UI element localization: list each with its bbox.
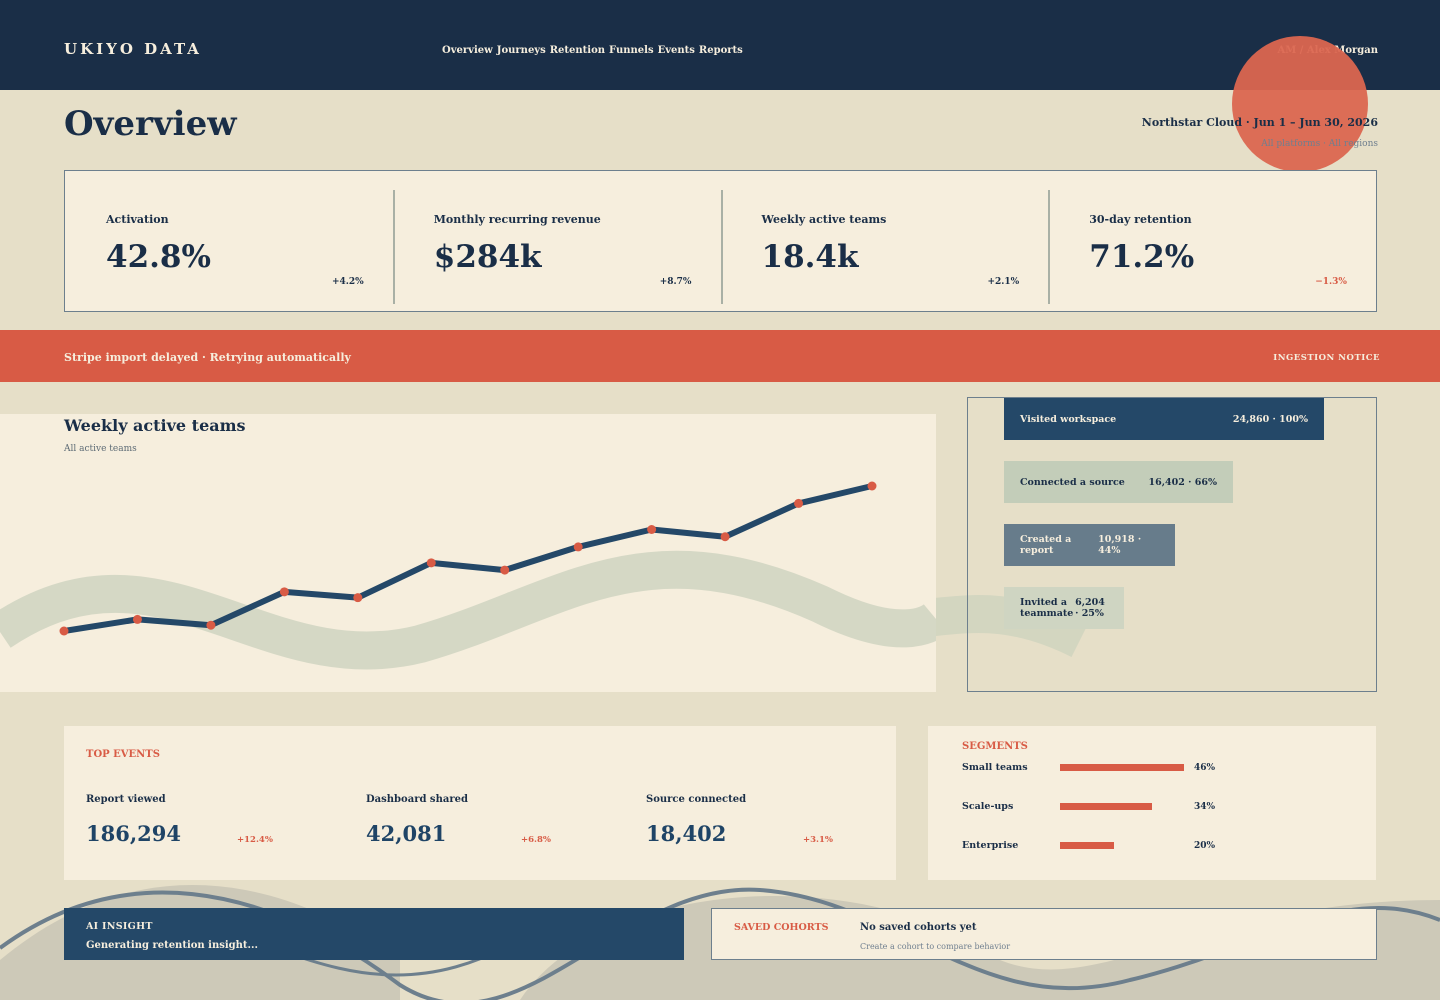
- kpi-label: Weekly active teams: [761, 213, 887, 226]
- data-point-12[interactable]: [867, 481, 877, 491]
- data-point-4[interactable]: [279, 587, 289, 597]
- kpi-card-activation[interactable]: Activation 42.8% +4.2%: [65, 171, 393, 311]
- kpi-delta: +8.7%: [659, 277, 692, 287]
- segments-panel: SEGMENTS Small teams 46% Scale-ups 34% Enter…: [928, 726, 1376, 880]
- kpi-card-mrr[interactable]: Monthly recurring revenue $284k +8.7%: [392, 171, 721, 311]
- top-navigation-bar: UKIYO DATA Overview Journeys Retention F…: [0, 0, 1440, 90]
- data-point-1[interactable]: [59, 626, 69, 636]
- ingestion-notice-banner: Stripe import delayed · Retrying automat…: [0, 330, 1440, 382]
- funnel-step-label: Connected a source: [1020, 476, 1125, 488]
- nav-funnels[interactable]: Funnels: [609, 45, 654, 56]
- event-delta: +12.4%: [237, 835, 273, 845]
- cohorts-empty-subtitle: Create a cohort to compare behavior: [860, 942, 1011, 951]
- data-point-9[interactable]: [647, 525, 657, 534]
- funnel-step-value: 16,402 · 66%: [1148, 476, 1217, 488]
- funnel-step-4[interactable]: Invited a teammate 6,204 · 25%: [1004, 587, 1124, 629]
- kpi-label: 30-day retention: [1089, 213, 1192, 226]
- segment-pct: 34%: [1194, 802, 1216, 812]
- nav-events[interactable]: Events: [657, 45, 695, 56]
- segment-pct: 20%: [1194, 841, 1216, 851]
- event-delta: +3.1%: [803, 835, 833, 845]
- data-point-5[interactable]: [353, 593, 363, 603]
- funnel-step-value: 10,918 · 44%: [1098, 534, 1142, 556]
- data-point-8[interactable]: [573, 542, 583, 552]
- brand-logo[interactable]: UKIYO DATA: [64, 40, 202, 58]
- main-nav: Overview Journeys Retention Funnels Even…: [442, 45, 743, 56]
- data-point-10[interactable]: [720, 532, 730, 542]
- top-events-panel: TOP EVENTS Report viewed 186,294 +12.4% …: [64, 726, 896, 880]
- segment-label: Small teams: [962, 762, 1028, 773]
- event-value: 186,294: [86, 821, 181, 846]
- data-point-2[interactable]: [132, 614, 142, 624]
- cohorts-empty-title: No saved cohorts yet: [860, 922, 977, 933]
- weekly-active-teams-chart: Weekly active teams All active teams: [0, 414, 936, 692]
- insight-text: Generating retention insight...: [86, 940, 258, 951]
- cohorts-kicker: SAVED COHORTS: [734, 922, 829, 933]
- kpi-card-weekly-active-teams[interactable]: Weekly active teams 18.4k +2.1%: [720, 171, 1049, 311]
- data-point-3[interactable]: [206, 620, 216, 630]
- data-point-6[interactable]: [426, 558, 436, 568]
- event-label: Report viewed: [86, 794, 166, 805]
- saved-cohorts-panel[interactable]: SAVED COHORTS No saved cohorts yet Creat…: [711, 908, 1377, 960]
- insight-kicker: AI INSIGHT: [86, 921, 153, 932]
- event-value: 18,402: [646, 821, 727, 846]
- nav-overview[interactable]: Overview: [442, 45, 493, 56]
- kpi-label: Monthly recurring revenue: [433, 213, 601, 226]
- segment-row[interactable]: Small teams 46%: [962, 760, 1362, 776]
- chart-subtitle: All active teams: [64, 444, 137, 454]
- event-value: 42,081: [366, 821, 447, 846]
- decorative-sun: [1232, 36, 1368, 172]
- chart-title: Weekly active teams: [64, 416, 246, 435]
- segment-label: Scale-ups: [962, 801, 1014, 812]
- kpi-delta: +2.1%: [987, 277, 1020, 287]
- segment-pct: 46%: [1194, 763, 1216, 773]
- platform-region-filters[interactable]: All platforms · All regions: [1261, 139, 1378, 149]
- nav-reports[interactable]: Reports: [698, 45, 743, 56]
- funnel-step-value: 6,204 · 25%: [1075, 597, 1105, 619]
- segment-bar: [1060, 764, 1184, 771]
- funnel-step-3[interactable]: Created a report 10,918 · 44%: [1004, 524, 1175, 566]
- kpi-value: 18.4k: [761, 239, 859, 275]
- kpi-value: $284k: [433, 239, 542, 275]
- funnel-step-label: Visited workspace: [1020, 413, 1117, 425]
- banner-message: Stripe import delayed · Retrying automat…: [64, 351, 351, 364]
- kpi-delta: −1.3%: [1315, 277, 1347, 287]
- segment-row[interactable]: Enterprise 20%: [962, 838, 1362, 854]
- segment-bar: [1060, 842, 1114, 849]
- segments-kicker: SEGMENTS: [962, 741, 1028, 752]
- segment-bar: [1060, 803, 1152, 810]
- top-events-kicker: TOP EVENTS: [86, 749, 160, 760]
- funnel-step-value: 24,860 · 100%: [1232, 413, 1308, 425]
- segment-row[interactable]: Scale-ups 34%: [962, 799, 1362, 815]
- event-source-connected[interactable]: Source connected 18,402 +3.1%: [646, 794, 906, 846]
- funnel-step-label: Invited a teammate: [1020, 597, 1074, 619]
- event-dashboard-shared[interactable]: Dashboard shared 42,081 +6.8%: [366, 794, 626, 846]
- banner-tag: INGESTION NOTICE: [1273, 353, 1380, 363]
- kpi-value: 42.8%: [106, 239, 211, 275]
- kpi-value: 71.2%: [1089, 239, 1195, 275]
- kpi-label: Activation: [106, 213, 169, 226]
- event-label: Source connected: [646, 794, 747, 805]
- event-report-viewed[interactable]: Report viewed 186,294 +12.4%: [86, 794, 346, 846]
- event-delta: +6.8%: [521, 835, 551, 845]
- nav-retention[interactable]: Retention: [549, 45, 606, 56]
- line-chart: [0, 481, 936, 670]
- kpi-cards: Activation 42.8% +4.2% Monthly recurring…: [64, 170, 1377, 312]
- page-title: Overview: [64, 104, 237, 144]
- kpi-card-retention[interactable]: 30-day retention 71.2% −1.3%: [1048, 171, 1376, 311]
- funnel-panel: Visited workspace 24,860 · 100% Connected …: [967, 397, 1377, 692]
- series-line: [61, 483, 875, 634]
- data-point-11[interactable]: [794, 498, 804, 508]
- funnel-step-1[interactable]: Visited workspace 24,860 · 100%: [1004, 398, 1324, 440]
- data-point-7[interactable]: [500, 565, 510, 575]
- funnel-step-2[interactable]: Connected a source 16,402 · 66%: [1004, 461, 1233, 503]
- event-label: Dashboard shared: [366, 794, 468, 805]
- segment-label: Enterprise: [962, 840, 1019, 851]
- ai-insight-panel[interactable]: AI INSIGHT Generating retention insight.…: [64, 908, 684, 960]
- date-range-context[interactable]: Northstar Cloud · Jun 1 – Jun 30, 2026: [1141, 116, 1378, 129]
- kpi-delta: +4.2%: [331, 277, 364, 287]
- funnel-step-label: Created a report: [1020, 534, 1072, 556]
- nav-journeys[interactable]: Journeys: [496, 45, 546, 56]
